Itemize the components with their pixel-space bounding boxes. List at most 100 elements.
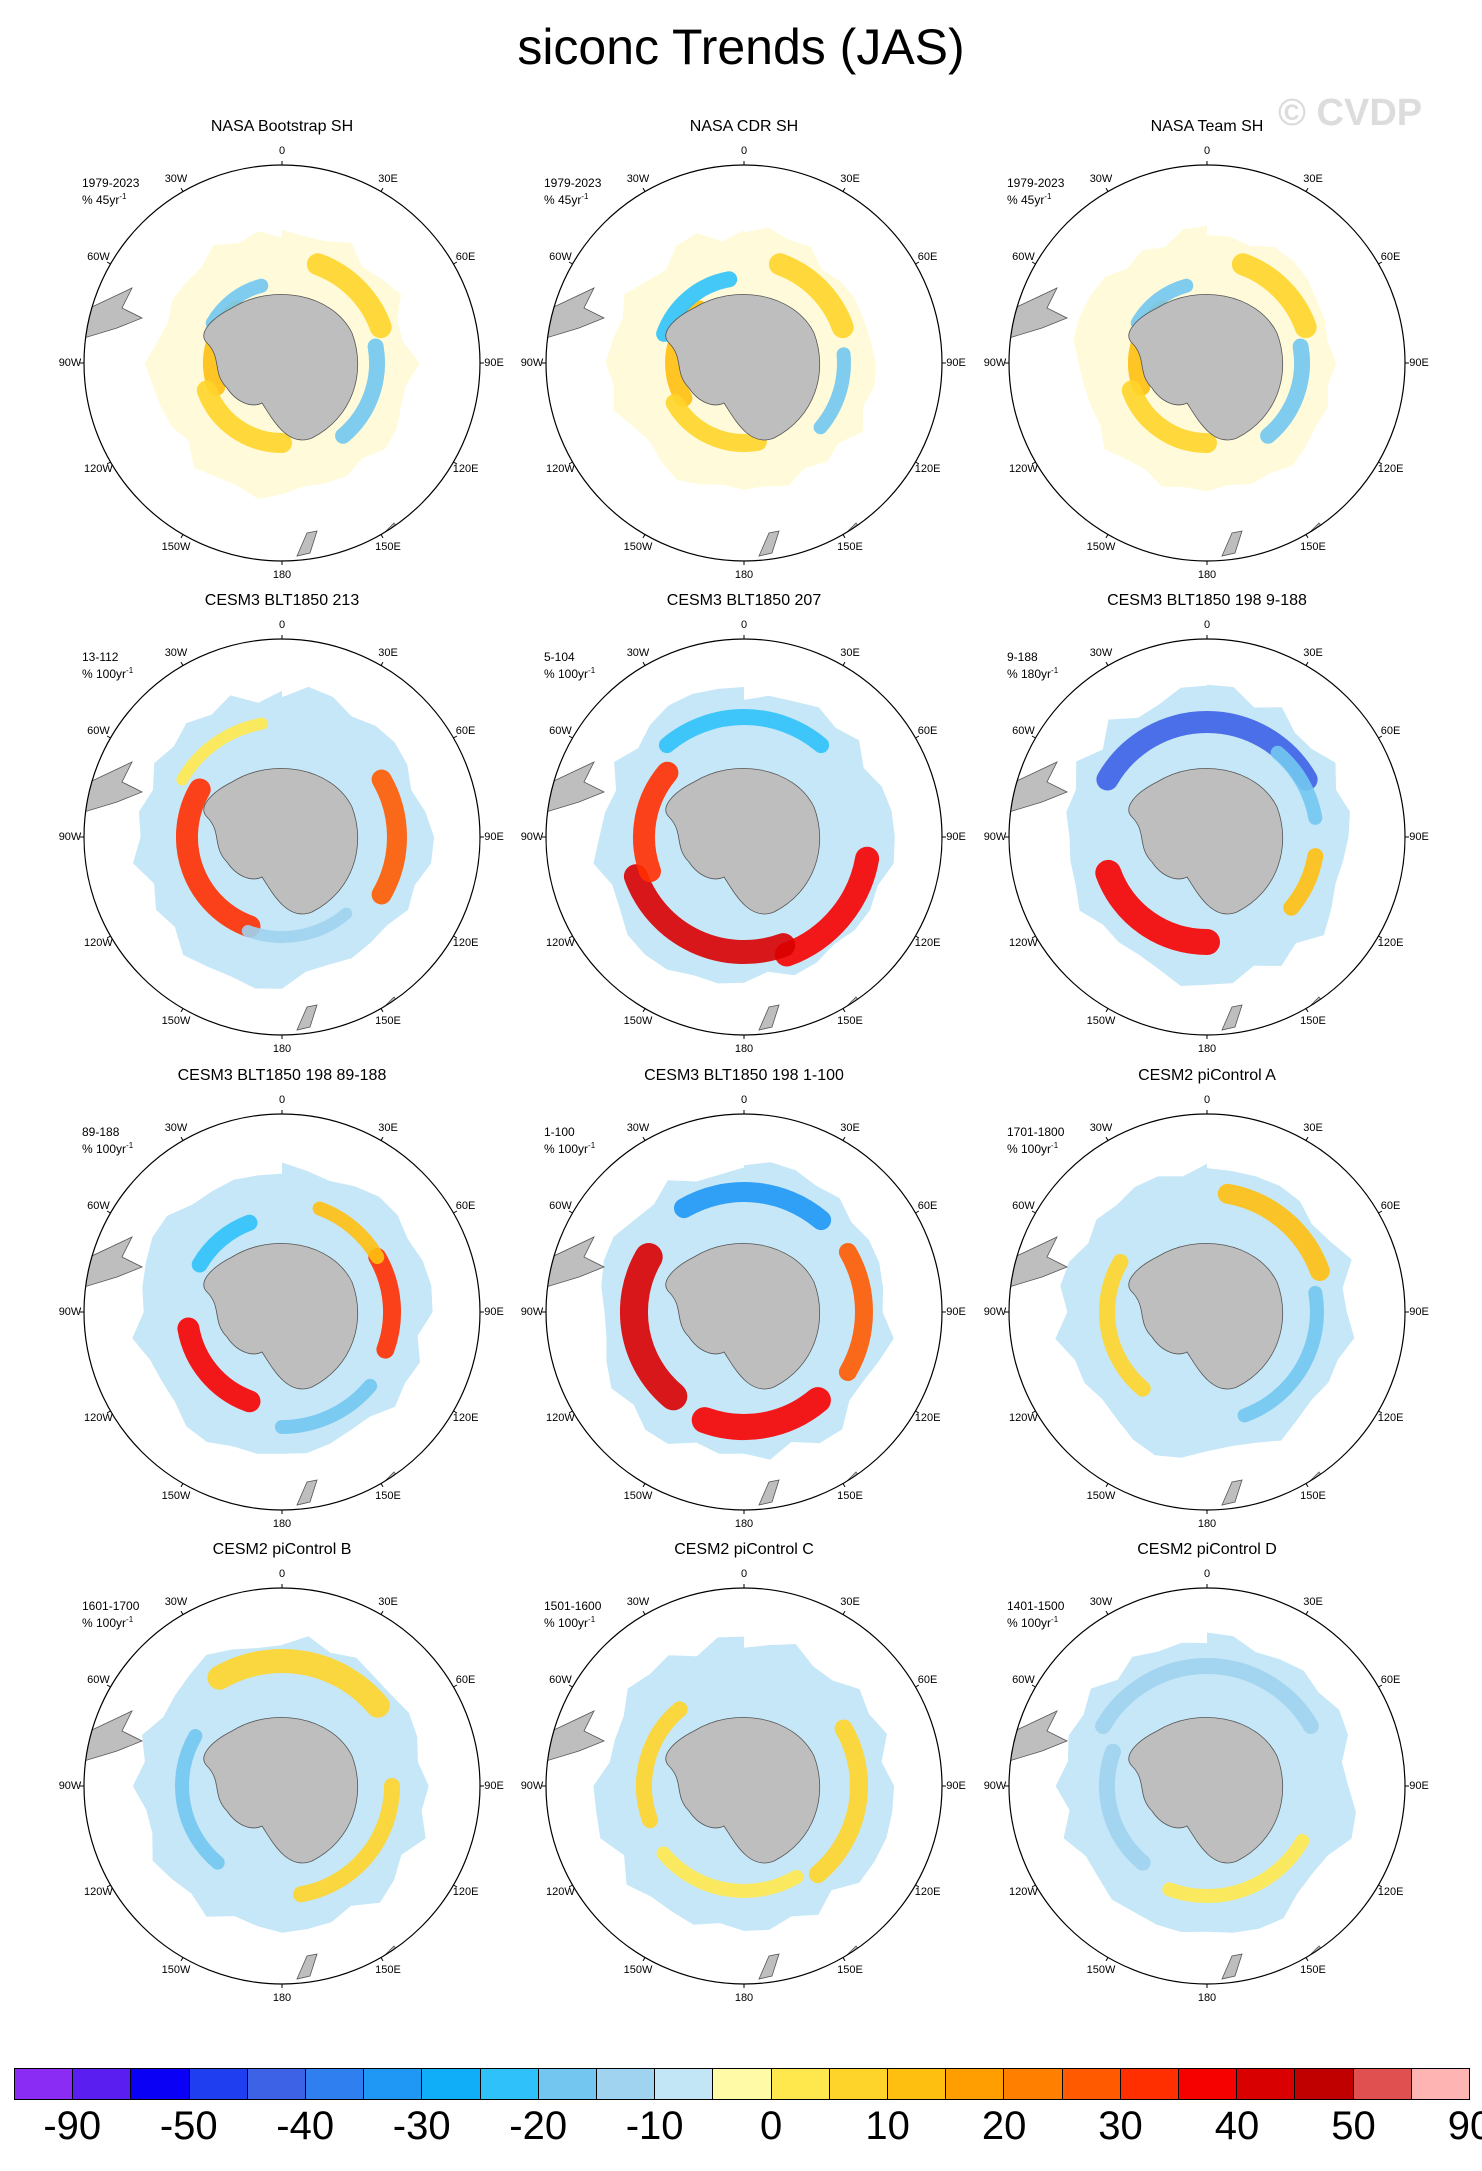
longitude-label: 120E: [452, 1412, 479, 1424]
trend-period: 5-104: [544, 650, 575, 664]
longitude-tick: [180, 1957, 184, 1962]
trend-units-text: % 100yr: [544, 1142, 589, 1156]
trend-band: [371, 769, 408, 905]
longitude-tick: [106, 1210, 111, 1214]
longitude-tick: [1105, 1483, 1109, 1488]
colorbar-label: 40: [1214, 2104, 1260, 2148]
colorbar-box: [306, 2069, 365, 2099]
longitude-tick: [106, 461, 111, 465]
longitude-label: 150W: [623, 1963, 653, 1976]
trend-units-exponent: -1: [1051, 666, 1059, 675]
longitude-tick: [1031, 1884, 1036, 1888]
trend-units-exponent: -1: [1051, 1141, 1059, 1150]
longitude-label: 0: [278, 1094, 286, 1106]
longitude-tick: [568, 1684, 573, 1688]
longitude-tick: [106, 1410, 111, 1414]
longitude-label: 120E: [914, 1886, 941, 1898]
trend-period: 89-188: [82, 1125, 120, 1139]
panel-title: NASA CDR SH: [689, 118, 799, 135]
longitude-label: 120W: [84, 1412, 113, 1424]
colorbar-box: [1120, 2069, 1180, 2099]
trend-band: [1237, 1285, 1324, 1423]
longitude-label: 60W: [1012, 725, 1035, 737]
panel-title: NASA Team SH: [1150, 118, 1264, 135]
colorbar-box: [247, 2069, 307, 2099]
longitude-label: 180: [1197, 569, 1217, 581]
longitude-tick: [915, 1410, 920, 1414]
trend-band: [335, 338, 386, 444]
page-title: siconc Trends (JAS): [517, 19, 965, 75]
longitude-tick: [915, 461, 920, 465]
longitude-tick: [915, 1210, 920, 1214]
longitude-tick: [453, 1684, 458, 1688]
longitude-tick: [1305, 534, 1309, 539]
longitude-tick: [842, 1957, 846, 1962]
longitude-tick: [453, 735, 458, 739]
trend-band: [1217, 1183, 1330, 1281]
trend-band: [1283, 848, 1324, 916]
panel-title: CESM3 BLT1850 213: [204, 592, 360, 609]
longitude-tick: [1105, 661, 1109, 666]
colorbar-box: [888, 2069, 947, 2099]
longitude-label: 60W: [549, 725, 572, 737]
longitude-label: 0: [740, 1568, 748, 1580]
longitude-label: 90E: [484, 1306, 504, 1318]
map-panel: CESM3 BLT1850 198 89-188 0 30E 60E 90E 120E 15…: [59, 1067, 534, 1537]
colorbar-label: 0: [759, 2104, 783, 2148]
longitude-tick: [380, 1957, 384, 1962]
longitude-label: 120W: [84, 463, 113, 475]
polar-map: [542, 1110, 946, 1514]
longitude-tick: [380, 661, 384, 666]
polar-map: [1005, 1584, 1409, 1988]
map-panel: CESM2 piControl D 0 30E 60E 90E 120E 150E 180 15…: [984, 1541, 1459, 2011]
trend-band: [1095, 1658, 1319, 1734]
trend-band: [1162, 1834, 1310, 1903]
longitude-tick: [642, 1610, 646, 1615]
longitude-label: 180: [272, 1043, 292, 1055]
longitude-label: 120E: [1377, 1412, 1404, 1424]
longitude-label: 30E: [378, 1122, 398, 1135]
longitude-tick: [180, 1483, 184, 1488]
longitude-tick: [1305, 1957, 1309, 1962]
longitude-label: 180: [272, 569, 292, 581]
longitude-tick: [915, 935, 920, 939]
trend-units: % 45yr-1: [1007, 190, 1064, 207]
longitude-tick: [642, 534, 646, 539]
longitude-label: 180: [1197, 1518, 1217, 1530]
longitude-label: 120E: [914, 463, 941, 475]
longitude-label: 0: [1203, 145, 1211, 157]
longitude-label: 120W: [546, 1886, 575, 1898]
trend-band: [774, 846, 880, 967]
antarctica-landmass: [665, 1243, 821, 1390]
south-america-landmass: [1009, 1710, 1068, 1762]
longitude-label: 60E: [917, 251, 938, 263]
longitude-label: 60E: [917, 1200, 938, 1212]
trend-period: 1979-2023: [82, 176, 140, 190]
trend-band: [619, 1243, 688, 1411]
trend-band: [1231, 253, 1317, 339]
map-panel: NASA CDR SH 0 30E 60E 90E 120E 150E 180 150W 120W…: [521, 118, 996, 588]
longitude-label: 60E: [1380, 1200, 1401, 1212]
trend-band: [838, 1243, 873, 1381]
longitude-label: 90E: [1409, 1306, 1429, 1318]
longitude-label: 90E: [1409, 357, 1429, 369]
longitude-label: 120E: [1377, 937, 1404, 949]
longitude-label: 0: [740, 1094, 748, 1106]
longitude-label: 30W: [164, 1122, 188, 1135]
trend-units: % 100yr-1: [82, 1613, 139, 1630]
trend-units-exponent: -1: [1051, 1615, 1059, 1624]
panel-title: CESM3 BLT1850 207: [666, 592, 822, 609]
longitude-label: 30E: [378, 173, 398, 186]
longitude-label: 30W: [164, 173, 188, 186]
longitude-label: 150W: [161, 1963, 191, 1976]
longitude-label: 60E: [917, 1674, 938, 1686]
longitude-label: 120E: [914, 1412, 941, 1424]
longitude-label: 60W: [87, 251, 110, 263]
longitude-label: 30E: [840, 1122, 860, 1135]
longitude-tick: [453, 461, 458, 465]
colorbar-label: -10: [625, 2104, 684, 2148]
longitude-tick: [106, 1684, 111, 1688]
map-panel: CESM3 BLT1850 207 0 30E 60E 90E 120E 150E 180 15…: [521, 592, 996, 1062]
south-america-landmass: [84, 287, 143, 339]
panel-info: 89-188% 100yr-1: [82, 1125, 133, 1156]
